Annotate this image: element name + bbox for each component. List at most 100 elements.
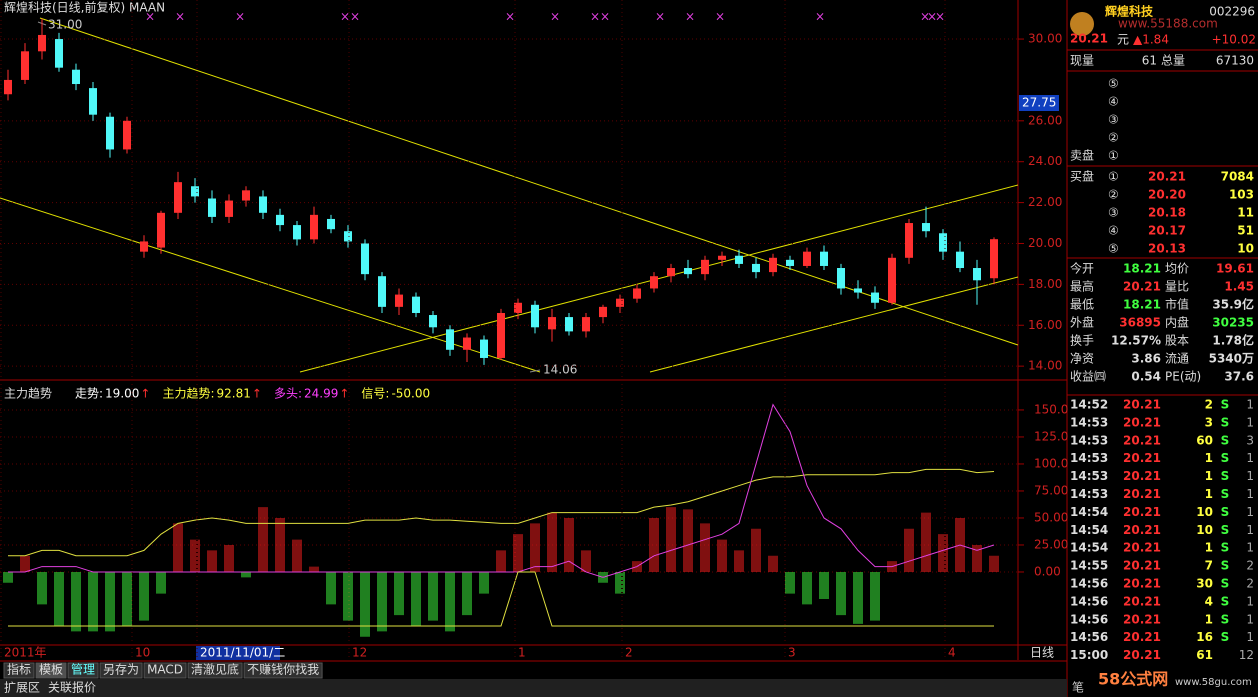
candle-body <box>429 315 437 328</box>
sell-level: ② <box>1108 131 1119 145</box>
tick-volume: 3 <box>1205 415 1213 429</box>
marker: × <box>235 10 245 24</box>
marker: × <box>175 10 185 24</box>
tick-count: 1 <box>1246 612 1254 626</box>
y-tick-label: 50.00 <box>1034 510 1068 524</box>
tick-count: 1 <box>1246 505 1254 519</box>
candle-body <box>480 339 488 358</box>
pen: 笔 <box>1072 680 1084 695</box>
tick-time: 14:55 <box>1070 559 1108 573</box>
toolbar-tab-bg <box>187 662 243 679</box>
stat-value: 35.9亿 <box>1212 297 1254 312</box>
toolbar-tab[interactable]: 指标 <box>7 662 31 677</box>
marker: × <box>350 10 360 24</box>
toolbar2-tab[interactable]: 关联报价 <box>48 680 96 695</box>
legend-value: 24.99 <box>304 387 338 401</box>
candle-body <box>973 268 981 281</box>
y-tick-label: 20.00 <box>1028 236 1062 250</box>
bull-line <box>8 403 995 578</box>
legend-label: 信号: <box>361 387 389 401</box>
buy-volume: 11 <box>1237 206 1254 220</box>
stat-value: 18.21 <box>1123 262 1161 276</box>
volume-cell: 总量 <box>1161 54 1185 68</box>
candle-body <box>310 214 318 240</box>
time-label: 2 <box>625 646 633 660</box>
toolbar-tab[interactable]: MACD <box>147 663 183 677</box>
legend-label: 多头: <box>274 387 302 401</box>
candle-body <box>582 317 590 332</box>
buy-volume: 103 <box>1229 188 1254 202</box>
candle-body <box>89 88 97 115</box>
candle-body <box>820 251 828 266</box>
y-tick-label: 16.00 <box>1028 318 1062 332</box>
tick-time: 14:53 <box>1070 433 1108 447</box>
candle-body <box>718 255 726 260</box>
candle-body <box>684 268 692 275</box>
candle-body <box>514 302 522 313</box>
tick-price: 20.21 <box>1123 398 1161 412</box>
candle-body <box>123 120 131 150</box>
candle-body <box>446 329 454 350</box>
candle-body <box>4 79 12 95</box>
pct: +10.02 <box>1212 33 1256 47</box>
marker: × <box>927 10 937 24</box>
toolbar-tab[interactable]: 清澈见底 <box>191 662 239 677</box>
stat-label: 市值 <box>1165 297 1189 312</box>
buy-volume: 51 <box>1237 224 1254 238</box>
marker: × <box>685 10 695 24</box>
tick-price: 20.21 <box>1123 612 1161 626</box>
toolbar-tab-bg <box>35 662 67 679</box>
stock-name: 辉煌科技 <box>1105 4 1154 19</box>
tick-time: 14:53 <box>1070 415 1108 429</box>
candle-body <box>38 34 46 52</box>
marker: × <box>715 10 725 24</box>
tick-price: 20.21 <box>1123 451 1161 465</box>
buy-volume: 10 <box>1237 242 1254 256</box>
candle-body <box>463 337 471 350</box>
tick-volume: 1 <box>1205 469 1213 483</box>
unit: 元 <box>1117 33 1129 47</box>
marker: × <box>935 10 945 24</box>
candle-body <box>378 276 386 307</box>
tick-price: 20.21 <box>1123 648 1161 662</box>
candle-body <box>72 69 80 85</box>
tick-count: 1 <box>1246 469 1254 483</box>
stat-label: PE(动) <box>1165 370 1201 384</box>
buy-label: 买盘 <box>1070 169 1094 184</box>
y-tick-label: 18.00 <box>1028 277 1062 291</box>
time-label: 4 <box>948 646 956 660</box>
stat-value: 0.54 <box>1131 370 1161 384</box>
sell-level: ① <box>1108 149 1119 163</box>
candle-body <box>837 268 845 289</box>
candle-body <box>667 268 675 277</box>
candle-body <box>956 251 964 269</box>
toolbar-tab[interactable]: 管理 <box>71 662 95 677</box>
legend-value: -50.00 <box>391 387 430 401</box>
toolbar-tab[interactable]: 模板 <box>39 663 63 677</box>
tick-side: S <box>1221 487 1230 501</box>
stat-value: 20.21 <box>1123 280 1161 294</box>
marker: × <box>505 10 515 24</box>
candle-body <box>208 198 216 217</box>
candle-body <box>225 200 233 217</box>
stat-label: 量比 <box>1165 280 1189 294</box>
candle-body <box>616 298 624 307</box>
tick-time: 14:56 <box>1070 630 1108 644</box>
legend-value: 92.81 <box>217 387 251 401</box>
toolbar2-tab[interactable]: 扩展区 <box>4 681 40 695</box>
toolbar-tab[interactable]: 另存为 <box>103 663 139 677</box>
tick-count: 1 <box>1246 398 1254 412</box>
stat-value: 12.57% <box>1111 334 1161 348</box>
y-tick-label: 30.00 <box>1028 32 1062 46</box>
toolbar-tab[interactable]: 不赚钱你找我 <box>247 662 319 677</box>
watermark: 58公式网 <box>1098 670 1168 689</box>
volume-cell: 61 <box>1142 54 1157 68</box>
site: www.55188.com <box>1118 17 1218 31</box>
time-label: 2011年 <box>4 646 47 660</box>
candle-body <box>157 212 165 248</box>
tick-time: 14:54 <box>1070 505 1108 519</box>
toolbar-tab-bg <box>3 662 35 679</box>
tick-side: S <box>1221 505 1230 519</box>
tick-time: 14:53 <box>1070 487 1108 501</box>
candle-body <box>412 296 420 313</box>
